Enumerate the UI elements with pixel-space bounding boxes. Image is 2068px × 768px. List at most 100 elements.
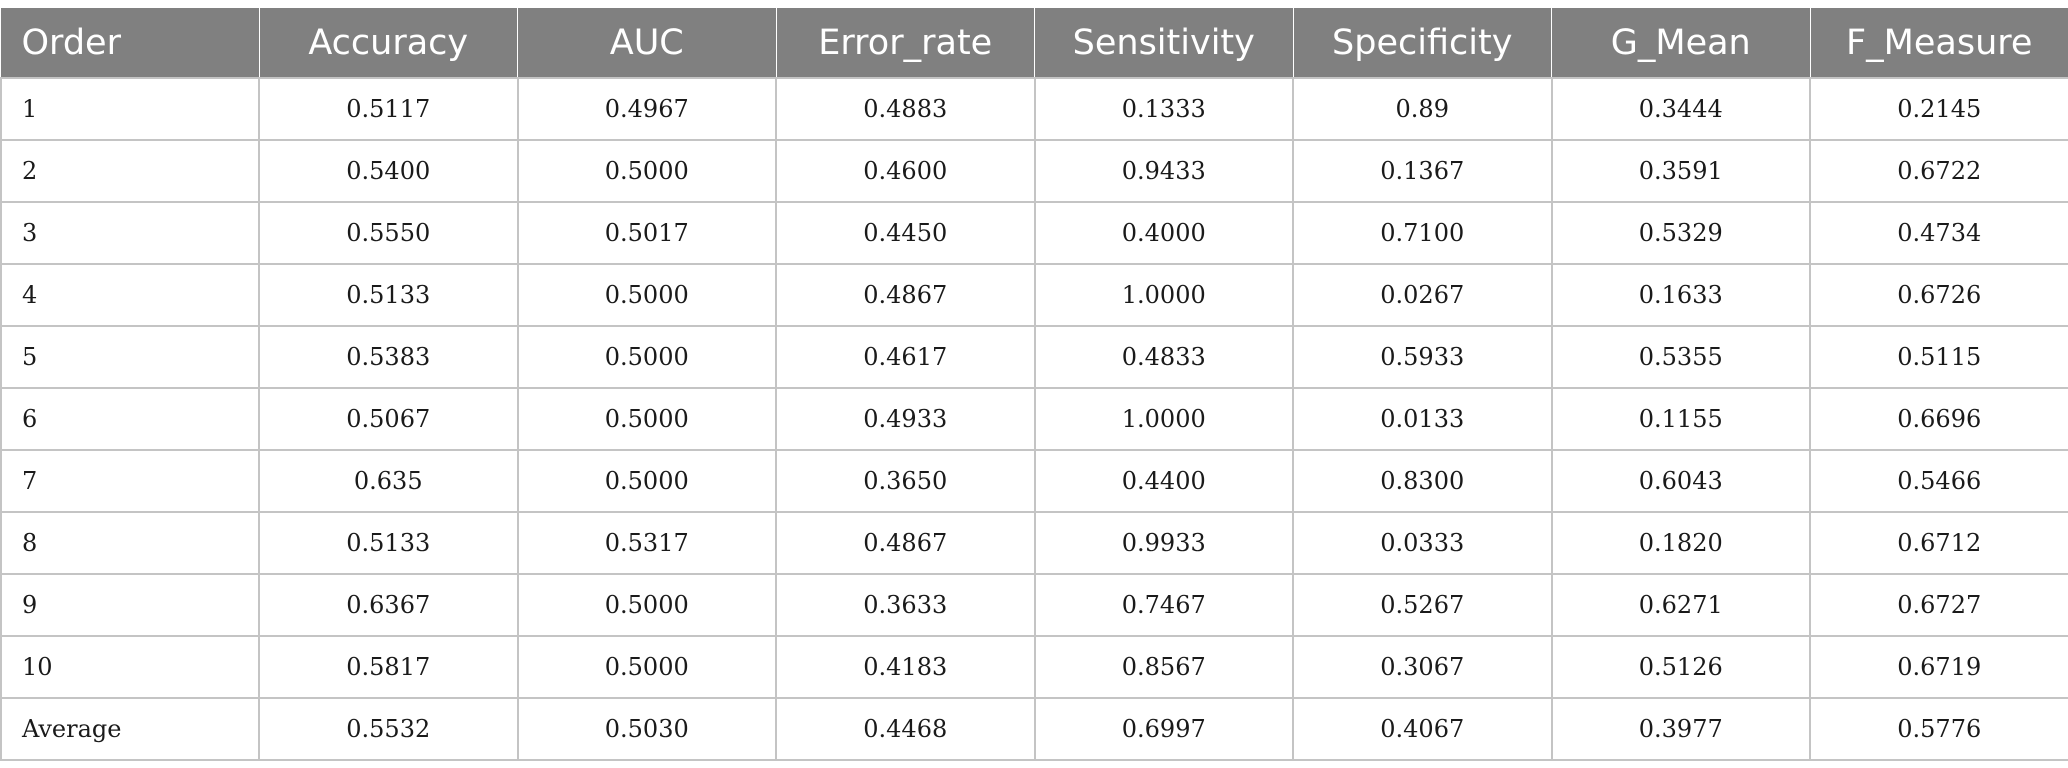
metric-cell: 0.6712 — [1809, 511, 2068, 575]
metric-cell: 0.4867 — [775, 511, 1036, 575]
metric-cell: 0.4000 — [1033, 201, 1294, 265]
metric-cell: 0.5355 — [1550, 325, 1811, 389]
metric-cell: 0.4183 — [775, 635, 1036, 699]
metric-cell: 0.5000 — [516, 263, 777, 327]
metric-cell: 0.6726 — [1809, 263, 2068, 327]
metric-cell: 0.4600 — [775, 139, 1036, 203]
metric-cell: 0.7100 — [1292, 201, 1553, 265]
metric-cell: 0.5000 — [516, 387, 777, 451]
metric-cell: 0.8300 — [1292, 449, 1553, 513]
metric-cell: 0.3067 — [1292, 635, 1553, 699]
metric-cell: 0.9433 — [1033, 139, 1294, 203]
metric-cell: 0.4468 — [775, 697, 1036, 761]
metric-cell: 0.2145 — [1809, 77, 2068, 141]
metric-cell: 0.5550 — [258, 201, 519, 265]
header-row: Order Accuracy AUC Error_rate Sensitivity Spe… — [0, 8, 2068, 78]
metric-cell: 0.5817 — [258, 635, 519, 699]
table-body: 1 0.5117 0.4967 0.4883 0.1333 0.89 0.3444 0.214… — [0, 77, 2068, 761]
metric-cell: 0.5329 — [1550, 201, 1811, 265]
column-header-order: Order — [0, 8, 260, 78]
column-header-sensitivity: Sensitivity — [1034, 8, 1294, 78]
table-row: Average 0.5532 0.5030 0.4468 0.6997 0.4067 0.3… — [0, 697, 2068, 761]
metric-cell: 0.5000 — [516, 635, 777, 699]
table-row: 1 0.5117 0.4967 0.4883 0.1333 0.89 0.3444 0.214… — [0, 77, 2068, 141]
order-cell: 7 — [0, 449, 260, 513]
table-row: 4 0.5133 0.5000 0.4867 1.0000 0.0267 0.1633 0.6… — [0, 263, 2068, 327]
metric-cell: 0.1820 — [1550, 511, 1811, 575]
metric-cell: 0.4067 — [1292, 697, 1553, 761]
metric-cell: 0.5400 — [258, 139, 519, 203]
metric-cell: 0.4617 — [775, 325, 1036, 389]
metric-cell: 0.5117 — [258, 77, 519, 141]
metric-cell: 0.5383 — [258, 325, 519, 389]
metric-cell: 0.5317 — [516, 511, 777, 575]
metric-cell: 0.5776 — [1809, 697, 2068, 761]
metric-cell: 0.3444 — [1550, 77, 1811, 141]
metric-cell: 0.635 — [258, 449, 519, 513]
order-cell: 9 — [0, 573, 260, 637]
table-header: Order Accuracy AUC Error_rate Sensitivity Spe… — [0, 8, 2068, 78]
metric-cell: 0.7467 — [1033, 573, 1294, 637]
metric-cell: 0.4734 — [1809, 201, 2068, 265]
metric-cell: 0.4967 — [516, 77, 777, 141]
metric-cell: 0.5067 — [258, 387, 519, 451]
table-row: 10 0.5817 0.5000 0.4183 0.8567 0.3067 0.5126 0.… — [0, 635, 2068, 699]
metric-cell: 0.6367 — [258, 573, 519, 637]
metric-cell: 0.6271 — [1550, 573, 1811, 637]
metric-cell: 0.4400 — [1033, 449, 1294, 513]
metric-cell: 0.4867 — [775, 263, 1036, 327]
order-cell: 4 — [0, 263, 260, 327]
metric-cell: 0.5466 — [1809, 449, 2068, 513]
metric-cell: 0.3591 — [1550, 139, 1811, 203]
metric-cell: 1.0000 — [1033, 263, 1294, 327]
column-header-error-rate: Error_rate — [775, 8, 1035, 78]
metric-cell: 0.4883 — [775, 77, 1036, 141]
metric-cell: 0.1633 — [1550, 263, 1811, 327]
metric-cell: 0.5126 — [1550, 635, 1811, 699]
metric-cell: 0.5000 — [516, 139, 777, 203]
metric-cell: 1.0000 — [1033, 387, 1294, 451]
metric-cell: 0.89 — [1292, 77, 1553, 141]
metric-cell: 0.4833 — [1033, 325, 1294, 389]
metric-cell: 0.0267 — [1292, 263, 1553, 327]
metric-cell: 0.5933 — [1292, 325, 1553, 389]
metric-cell: 0.5030 — [516, 697, 777, 761]
metric-cell: 0.3633 — [775, 573, 1036, 637]
metric-cell: 0.5267 — [1292, 573, 1553, 637]
metric-cell: 0.1155 — [1550, 387, 1811, 451]
metric-cell: 0.6722 — [1809, 139, 2068, 203]
column-header-g-mean: G_Mean — [1551, 8, 1811, 78]
order-cell: 6 — [0, 387, 260, 451]
metric-cell: 0.3977 — [1550, 697, 1811, 761]
table-row: 6 0.5067 0.5000 0.4933 1.0000 0.0133 0.1155 0.6… — [0, 387, 2068, 451]
metric-cell: 0.1367 — [1292, 139, 1553, 203]
metric-cell: 0.6696 — [1809, 387, 2068, 451]
metric-cell: 0.1333 — [1033, 77, 1294, 141]
metric-cell: 0.6719 — [1809, 635, 2068, 699]
table-row: 2 0.5400 0.5000 0.4600 0.9433 0.1367 0.3591 0.6… — [0, 139, 2068, 203]
results-table: Order Accuracy AUC Error_rate Sensitivity Spe… — [0, 8, 2068, 761]
metric-cell: 0.6043 — [1550, 449, 1811, 513]
order-cell: 1 — [0, 77, 260, 141]
order-cell: Average — [0, 697, 260, 761]
order-cell: 5 — [0, 325, 260, 389]
column-header-accuracy: Accuracy — [258, 8, 518, 78]
table-row: 5 0.5383 0.5000 0.4617 0.4833 0.5933 0.5355 0.5… — [0, 325, 2068, 389]
table-row: 8 0.5133 0.5317 0.4867 0.9933 0.0333 0.1820 0.6… — [0, 511, 2068, 575]
order-cell: 8 — [0, 511, 260, 575]
metric-cell: 0.6727 — [1809, 573, 2068, 637]
column-header-specificity: Specificity — [1292, 8, 1552, 78]
metric-cell: 0.5000 — [516, 449, 777, 513]
metric-cell: 0.5000 — [516, 325, 777, 389]
order-cell: 10 — [0, 635, 260, 699]
metric-cell: 0.0133 — [1292, 387, 1553, 451]
metric-cell: 0.6997 — [1033, 697, 1294, 761]
metric-cell: 0.5017 — [516, 201, 777, 265]
metric-cell: 0.5532 — [258, 697, 519, 761]
metric-cell: 0.8567 — [1033, 635, 1294, 699]
table-row: 9 0.6367 0.5000 0.3633 0.7467 0.5267 0.6271 0.6… — [0, 573, 2068, 637]
column-header-auc: AUC — [517, 8, 777, 78]
table-row: 7 0.635 0.5000 0.3650 0.4400 0.8300 0.6043 0.54… — [0, 449, 2068, 513]
order-cell: 2 — [0, 139, 260, 203]
metric-cell: 0.4933 — [775, 387, 1036, 451]
